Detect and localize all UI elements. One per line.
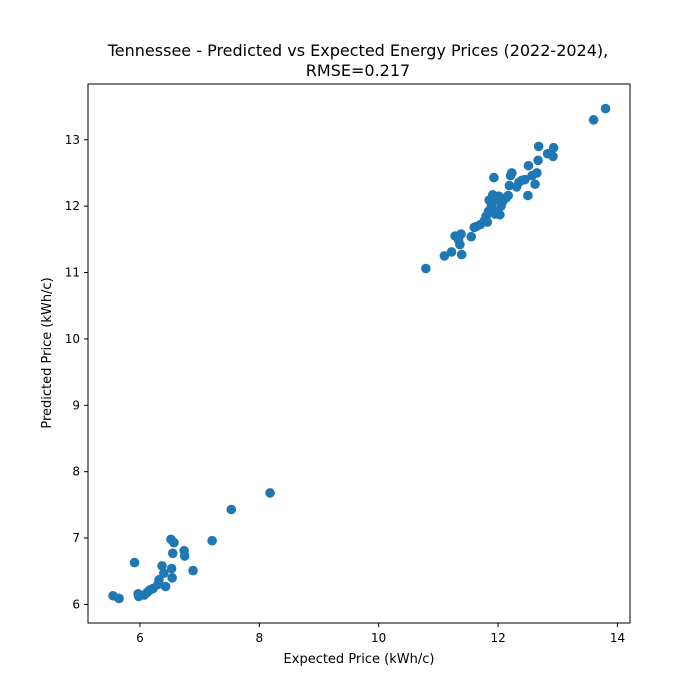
data-point-73	[588, 115, 599, 125]
data-point-71	[548, 151, 558, 162]
data-point-62	[520, 174, 530, 185]
y-tick-label: 11	[65, 266, 80, 280]
data-point-18	[169, 537, 179, 548]
x-tick-label: 8	[255, 631, 263, 645]
x-tick-label: 12	[490, 631, 505, 645]
data-point-31	[456, 229, 466, 239]
data-point-21	[188, 565, 198, 576]
x-tick-label: 10	[371, 631, 386, 645]
data-point-72	[548, 142, 559, 153]
y-tick-label: 8	[72, 465, 80, 479]
data-point-58	[507, 168, 517, 178]
y-tick-label: 6	[72, 597, 80, 611]
data-point-63	[523, 190, 533, 201]
data-point-22	[207, 535, 217, 546]
data-point-55	[503, 190, 514, 201]
data-point-30	[455, 239, 465, 250]
data-point-50	[495, 209, 505, 220]
data-point-20	[179, 551, 190, 561]
data-point-39	[482, 217, 493, 227]
data-point-24	[265, 488, 275, 498]
data-point-32	[456, 249, 467, 260]
data-point-23	[226, 504, 237, 515]
data-point-2	[129, 557, 140, 568]
y-tick-label: 13	[65, 133, 80, 147]
data-point-13	[160, 581, 171, 592]
axis-ticks: 6 8 10 12 14 6 7 8 9 10 11 12 13	[65, 133, 625, 645]
data-point-16	[167, 573, 177, 583]
y-tick-label: 10	[65, 332, 80, 346]
y-axis-label: Predicted Price (kWh/c)	[40, 277, 55, 428]
data-point-45	[489, 172, 499, 183]
x-tick-label: 6	[136, 631, 144, 645]
data-point-11	[157, 561, 167, 571]
data-point-68	[533, 155, 543, 166]
y-tick-label: 7	[72, 531, 80, 545]
data-point-26	[439, 251, 450, 261]
data-point-69	[533, 141, 544, 152]
data-point-64	[523, 160, 534, 171]
data-point-12	[159, 568, 169, 579]
y-tick-label: 12	[65, 199, 80, 213]
x-axis-label: Expected Price (kWh/c)	[284, 652, 435, 667]
data-point-15	[166, 563, 177, 574]
data-points	[108, 103, 611, 604]
data-point-27	[446, 247, 457, 257]
data-point-10	[154, 575, 164, 585]
chart-title-line2: RMSE=0.217	[306, 61, 410, 80]
data-point-74	[600, 103, 611, 114]
chart-title-line1: Tennessee - Predicted vs Expected Energy…	[107, 41, 608, 60]
data-point-1	[114, 593, 124, 604]
data-point-33	[466, 231, 477, 242]
data-point-17	[167, 548, 178, 559]
data-point-25	[421, 263, 431, 274]
y-tick-label: 9	[72, 398, 80, 412]
x-tick-label: 14	[610, 631, 625, 645]
plot-frame	[87, 83, 631, 624]
data-point-56	[504, 180, 515, 191]
data-point-67	[532, 168, 542, 178]
data-point-66	[530, 179, 540, 190]
